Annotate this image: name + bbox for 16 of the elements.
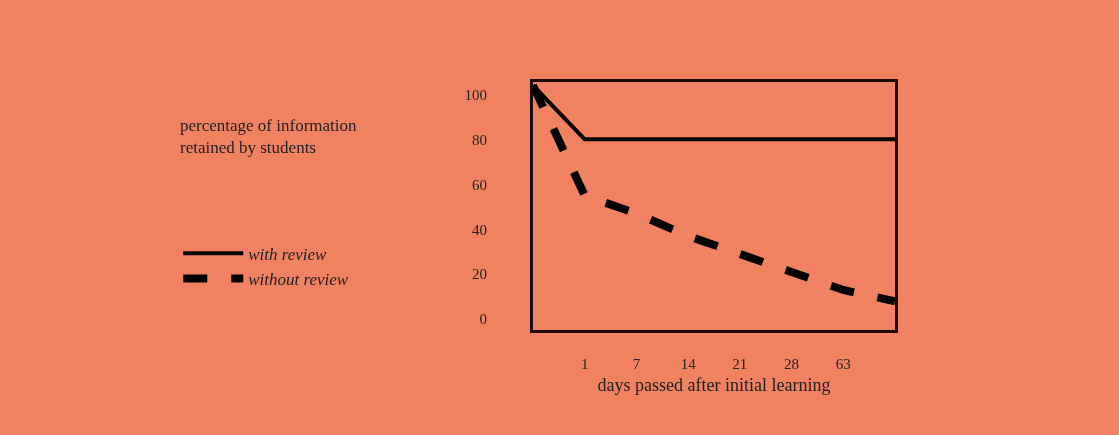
x-tick-label: 63 (835, 356, 851, 372)
y-tick-label: 60 (472, 176, 487, 193)
x-tick-label: 21 (732, 356, 748, 372)
legend-label: without review (248, 270, 349, 290)
legend-label: with review (248, 244, 328, 264)
x-tick-label: 28 (784, 356, 800, 372)
y-tick-label: 40 (472, 221, 487, 238)
x-tick-label: 7 (632, 356, 641, 372)
x-axis-title: days passed after initial learning (597, 375, 831, 396)
y-tick-label: 20 (472, 266, 487, 283)
x-tick-label: 1 (580, 356, 589, 372)
y-tick-label: 80 (472, 131, 487, 148)
text: percentage of information retained by students (180, 116, 358, 158)
y-tick-label: 0 (479, 311, 487, 328)
y-tick-label: 100 (464, 86, 487, 103)
x-tick-label: 14 (680, 356, 697, 372)
